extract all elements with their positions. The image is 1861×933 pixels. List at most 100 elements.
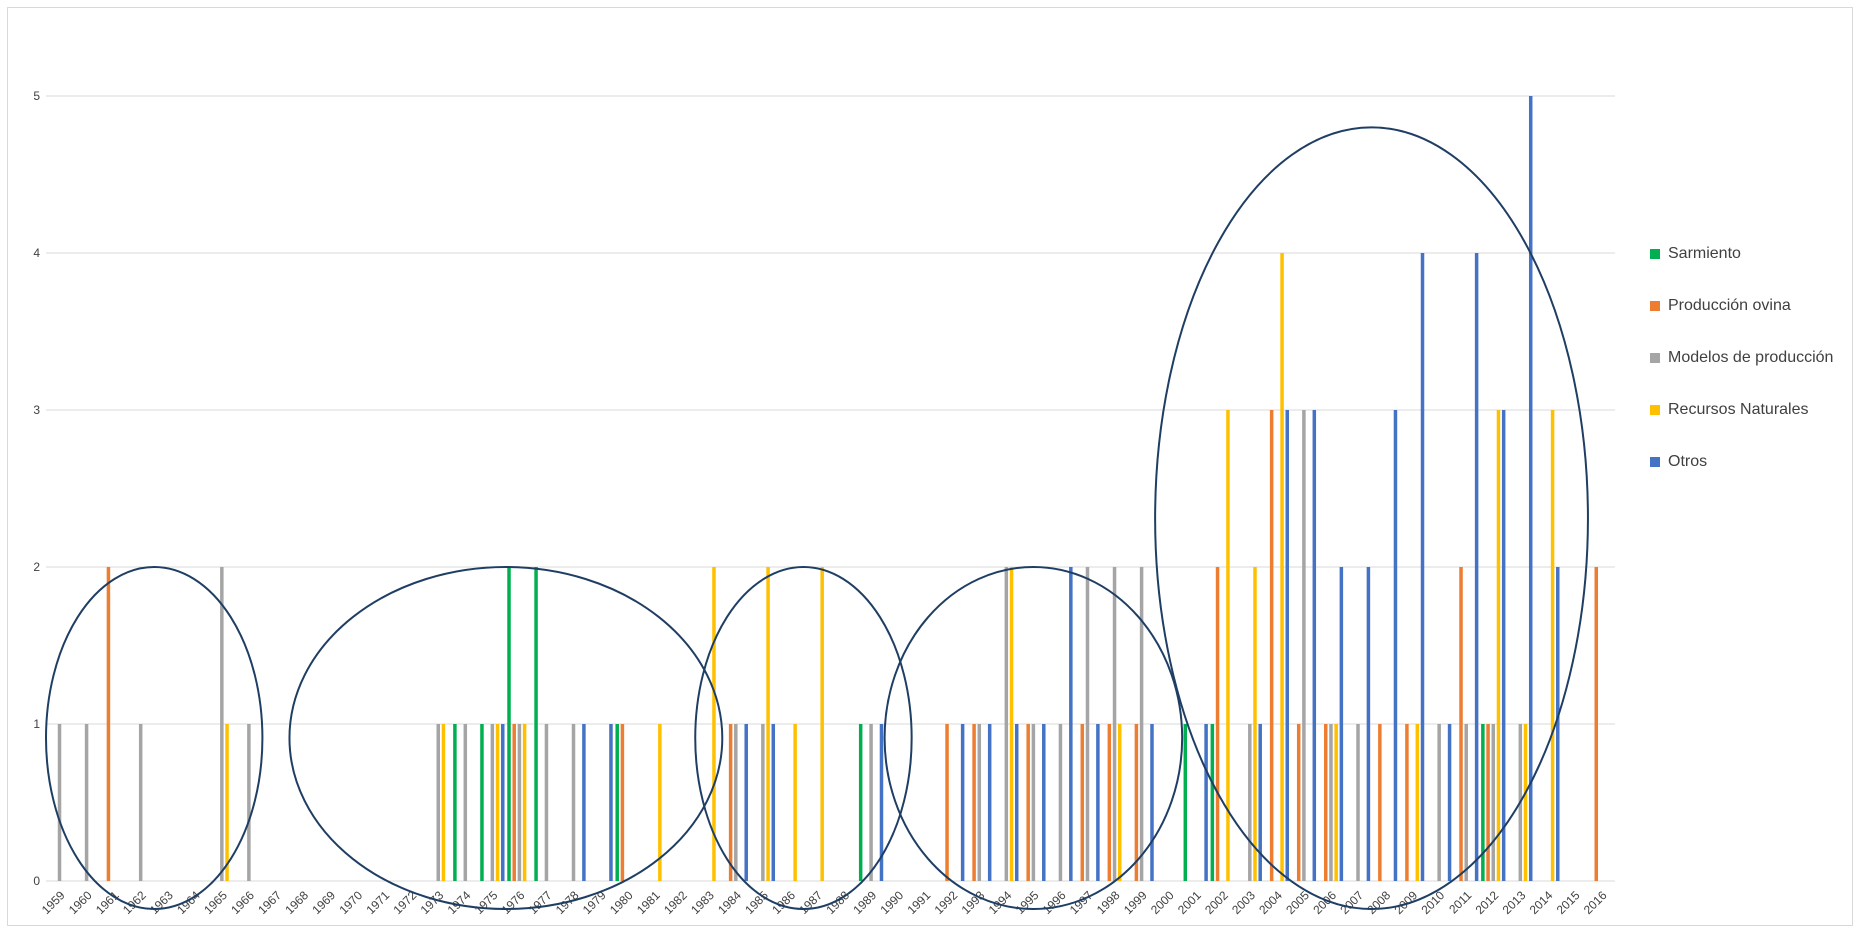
x-tick-label: 1981 — [634, 888, 663, 917]
x-tick-label: 1970 — [336, 888, 365, 917]
bar — [1285, 410, 1290, 881]
bar — [225, 724, 229, 881]
bar — [1134, 724, 1139, 881]
annotation-ellipse — [45, 566, 264, 910]
bar — [1107, 724, 1112, 881]
bar — [1302, 410, 1306, 881]
bar — [1437, 724, 1441, 881]
bar — [1258, 724, 1262, 881]
bar — [1556, 567, 1560, 881]
x-tick-label: 1969 — [309, 888, 338, 917]
x-tick-label: 1980 — [607, 888, 636, 917]
x-tick-label: 2013 — [1500, 888, 1529, 917]
x-tick-label: 2004 — [1256, 888, 1285, 917]
legend-swatch — [1650, 353, 1660, 363]
bar — [480, 724, 484, 881]
x-tick-label: 1989 — [850, 888, 879, 917]
x-tick-label: 1959 — [39, 888, 68, 917]
x-tick-label: 1979 — [580, 888, 609, 917]
bar — [1080, 724, 1085, 881]
legend-item: Producción ovina — [1650, 280, 1833, 332]
bar — [1183, 724, 1188, 881]
legend-label: Producción ovina — [1668, 297, 1791, 314]
bar — [247, 724, 251, 881]
bar — [766, 567, 770, 881]
legend-label: Modelos de producción — [1668, 349, 1834, 366]
x-tick-label: 1963 — [147, 888, 176, 917]
bar — [1085, 567, 1090, 881]
bar — [1459, 567, 1463, 881]
bar — [1594, 567, 1599, 881]
x-tick-label: 1971 — [363, 888, 392, 917]
bar — [1280, 253, 1284, 881]
x-tick-label: 2000 — [1148, 888, 1177, 917]
bar — [960, 724, 965, 881]
bar — [1366, 567, 1371, 881]
x-tick-label: 2007 — [1337, 888, 1366, 917]
bar — [1117, 724, 1122, 881]
bar — [1356, 724, 1360, 881]
bar — [987, 724, 992, 881]
bar — [463, 724, 468, 881]
bar — [1210, 724, 1215, 881]
bar — [1393, 410, 1398, 881]
bar — [490, 724, 495, 881]
y-tick-label: 1 — [33, 717, 40, 731]
x-tick-label: 2015 — [1554, 888, 1583, 917]
bar — [609, 724, 613, 881]
bar — [544, 724, 549, 881]
annotation-ellipse — [288, 566, 724, 910]
bar — [1339, 567, 1344, 881]
bar — [744, 724, 748, 881]
bar — [761, 724, 765, 881]
bar — [220, 567, 224, 881]
bar — [84, 724, 89, 881]
bar — [1004, 567, 1009, 881]
legend-swatch — [1650, 301, 1660, 311]
legend: Sarmiento Producción ovina Modelos de prod… — [1650, 228, 1833, 488]
bar — [106, 567, 111, 881]
y-tick-label: 4 — [33, 246, 40, 260]
x-tick-label: 2003 — [1229, 888, 1258, 917]
x-tick-label: 1960 — [66, 888, 95, 917]
bar — [1464, 724, 1468, 881]
x-tick-label: 1966 — [228, 888, 257, 917]
y-tick-label: 5 — [33, 89, 40, 103]
bar — [495, 724, 500, 881]
bar — [501, 724, 505, 881]
bar — [1026, 724, 1030, 881]
bar — [1329, 724, 1333, 881]
bar — [734, 724, 738, 881]
x-tick-label: 1983 — [688, 888, 717, 917]
x-tick-label: 2009 — [1391, 888, 1420, 917]
bar — [534, 567, 538, 881]
bar — [869, 724, 873, 881]
x-tick-label: 1982 — [661, 888, 690, 917]
bar — [712, 567, 716, 881]
bar — [517, 724, 522, 881]
bar — [620, 724, 625, 881]
legend-swatch — [1650, 249, 1660, 259]
x-tick-label: 1993 — [959, 888, 988, 917]
bar — [1420, 253, 1425, 881]
bar — [441, 724, 446, 881]
bar — [615, 724, 619, 881]
bar — [1378, 724, 1382, 881]
annotation-ellipse — [694, 566, 913, 910]
bar — [1296, 724, 1301, 881]
bar — [1550, 410, 1555, 881]
legend-item: Sarmiento — [1650, 228, 1833, 280]
bar — [436, 724, 440, 881]
y-tick-label: 3 — [33, 403, 40, 417]
bar — [1415, 724, 1420, 881]
x-tick-label: 1964 — [174, 888, 203, 917]
bar — [453, 724, 457, 881]
bar — [1215, 567, 1220, 881]
bar — [1447, 724, 1452, 881]
bar — [728, 724, 733, 881]
bar — [858, 724, 863, 881]
bar — [1528, 96, 1533, 881]
x-tick-label: 1977 — [526, 888, 555, 917]
annotation-ellipse — [883, 566, 1184, 910]
bar — [522, 724, 527, 881]
